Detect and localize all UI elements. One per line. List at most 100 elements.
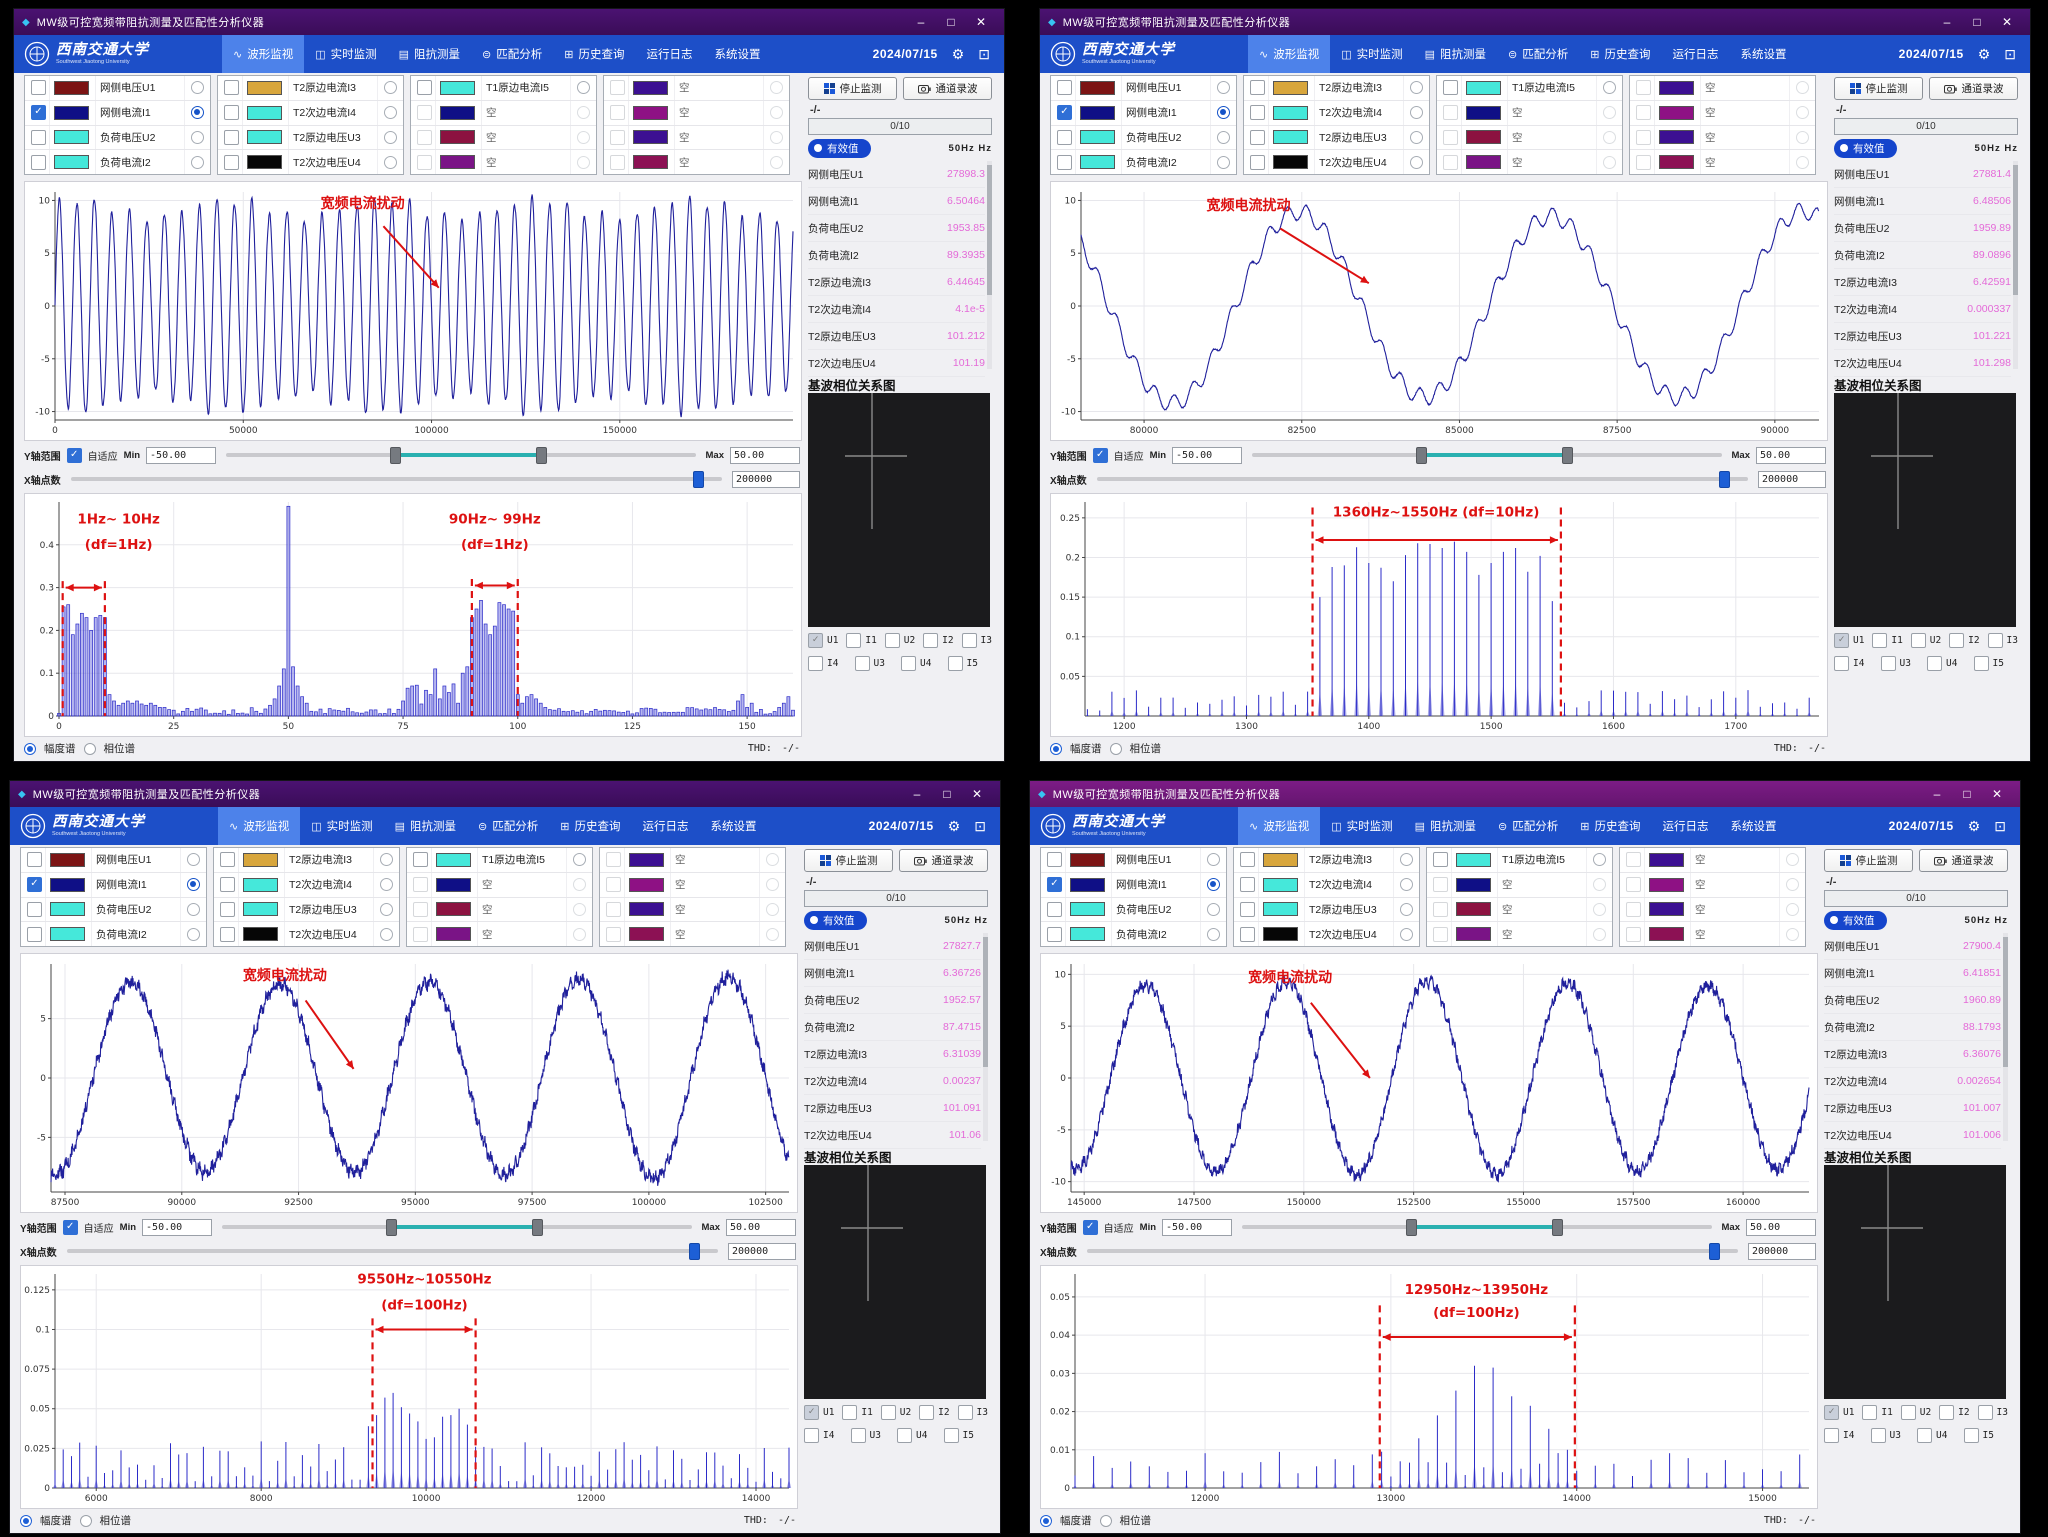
tab-2[interactable]: ◫ 实时监测 <box>1330 35 1413 73</box>
y-range-slider-handle-low[interactable] <box>1406 1219 1418 1236</box>
gear-icon[interactable]: ⚙ <box>1977 45 1991 62</box>
channel-checkbox[interactable] <box>1250 129 1265 145</box>
phase-channel-i3[interactable]: I3 <box>1977 1405 2008 1420</box>
stop-monitor-button[interactable]: 停止监测 <box>804 849 893 872</box>
minimize-button[interactable]: – <box>1933 787 1941 801</box>
y-range-slider-handle-high[interactable] <box>1561 447 1573 464</box>
y-range-slider-handle-high[interactable] <box>1551 1219 1563 1236</box>
channel-checkbox[interactable] <box>220 852 235 868</box>
channel-checkbox[interactable] <box>27 901 42 917</box>
channel-radio[interactable] <box>1217 81 1230 95</box>
close-button[interactable]: ✕ <box>1991 787 2003 801</box>
x-points-slider-handle[interactable] <box>1708 1243 1720 1260</box>
monitor-icon[interactable]: ⊡ <box>2004 45 2016 62</box>
channel-radio[interactable] <box>1207 878 1220 892</box>
phase-channel-i3[interactable]: I3 <box>961 633 992 648</box>
channel-radio[interactable] <box>1217 106 1230 120</box>
phase-checkbox[interactable] <box>884 633 900 648</box>
close-button[interactable]: ✕ <box>2001 15 2013 29</box>
minimize-button[interactable]: – <box>917 15 925 29</box>
channel-checkbox[interactable] <box>27 926 42 942</box>
channel-radio[interactable] <box>573 853 586 867</box>
rms-scrollbar-thumb[interactable] <box>987 165 992 295</box>
phase-checkbox[interactable] <box>1834 656 1849 671</box>
maximize-button[interactable]: □ <box>1963 787 1971 801</box>
channel-radio[interactable] <box>380 902 393 916</box>
channel-checkbox[interactable] <box>220 901 235 917</box>
tab-1[interactable]: ∿ 波形监视 <box>1248 35 1331 73</box>
x-points-slider-handle[interactable] <box>688 1243 700 1260</box>
channel-radio[interactable] <box>191 155 204 169</box>
phase-channel-i3[interactable]: I3 <box>957 1405 988 1420</box>
channel-radio[interactable] <box>1207 927 1220 941</box>
phase-checkbox[interactable] <box>901 656 917 671</box>
phase-channel-i2[interactable]: I2 <box>919 1405 950 1420</box>
phase-channel-i1[interactable]: I1 <box>846 633 877 648</box>
channel-checkbox[interactable] <box>31 129 46 145</box>
phase-checkbox[interactable] <box>923 633 939 648</box>
phase-channel-u3[interactable]: U3 <box>1880 656 1911 671</box>
channel-radio[interactable] <box>380 927 393 941</box>
phase-channel-i5[interactable]: I5 <box>947 656 978 671</box>
rms-scrollbar-thumb[interactable] <box>983 937 988 1067</box>
channel-checkbox[interactable] <box>1250 154 1265 170</box>
phase-checkbox[interactable] <box>1939 1405 1955 1420</box>
monitor-icon[interactable]: ⊡ <box>974 817 986 834</box>
phase-channel-i4[interactable]: I4 <box>808 656 838 671</box>
phase-spectrum-radio[interactable] <box>83 742 96 755</box>
x-points-slider-handle[interactable] <box>1718 471 1730 488</box>
x-points-slider[interactable] <box>1086 1243 1738 1260</box>
adaptive-checkbox[interactable]: ✓ <box>62 1219 78 1235</box>
channel-record-button[interactable]: 通道录波 <box>1929 77 2018 100</box>
tab-5[interactable]: ⊞ 历史查询 <box>1569 807 1651 845</box>
channel-radio[interactable] <box>1593 853 1606 867</box>
tab-6[interactable]: 运行日志 <box>1661 35 1729 73</box>
channel-radio[interactable] <box>187 927 200 941</box>
phase-channel-u1[interactable]: ✓ U1 <box>808 633 838 648</box>
phase-checkbox[interactable] <box>850 1428 866 1443</box>
tab-7[interactable]: 系统设置 <box>1729 35 1797 73</box>
phase-channel-u1[interactable]: ✓ U1 <box>1824 1405 1854 1420</box>
y-range-slider[interactable] <box>1242 1219 1712 1236</box>
phase-checkbox[interactable] <box>808 656 823 671</box>
phase-checkbox[interactable] <box>919 1405 935 1420</box>
phase-checkbox[interactable] <box>880 1405 896 1420</box>
amplitude-spectrum-radio[interactable] <box>1050 742 1062 755</box>
channel-radio[interactable] <box>1400 902 1413 916</box>
channel-radio[interactable] <box>384 130 397 144</box>
channel-checkbox[interactable] <box>31 154 46 170</box>
channel-checkbox[interactable]: ✓ <box>31 105 46 121</box>
amplitude-spectrum-radio[interactable] <box>1040 1514 1052 1527</box>
channel-checkbox[interactable] <box>1047 852 1062 868</box>
phase-channel-u4[interactable]: U4 <box>1917 1428 1947 1443</box>
phase-channel-u1[interactable]: ✓ U1 <box>804 1405 834 1420</box>
channel-radio[interactable] <box>1217 130 1230 144</box>
tab-4[interactable]: ⊜ 匹配分析 <box>467 807 549 845</box>
close-button[interactable]: ✕ <box>971 787 983 801</box>
y-min-input[interactable] <box>1172 446 1243 464</box>
channel-radio[interactable] <box>1410 106 1423 120</box>
phase-channel-u2[interactable]: U2 <box>1910 633 1941 648</box>
channel-record-button[interactable]: 通道录波 <box>899 849 988 872</box>
channel-checkbox[interactable] <box>224 129 239 145</box>
channel-checkbox[interactable] <box>1433 852 1448 868</box>
phase-checkbox[interactable] <box>957 1405 973 1420</box>
channel-record-button[interactable]: 通道录波 <box>1919 849 2008 872</box>
channel-radio[interactable] <box>1603 81 1616 95</box>
phase-checkbox[interactable] <box>854 656 870 671</box>
y-range-slider[interactable] <box>1252 447 1722 464</box>
rms-mode-toggle[interactable]: 有效值 <box>1824 910 1887 930</box>
tab-6[interactable]: 运行日志 <box>1651 807 1719 845</box>
phase-checkbox[interactable]: ✓ <box>1834 633 1849 648</box>
phase-checkbox[interactable] <box>804 1428 819 1443</box>
rms-scrollbar-thumb[interactable] <box>2013 165 2018 295</box>
channel-checkbox[interactable] <box>1240 877 1255 893</box>
phase-checkbox[interactable]: ✓ <box>808 633 823 648</box>
y-range-slider-handle-low[interactable] <box>390 447 402 464</box>
phase-checkbox[interactable] <box>1880 656 1896 671</box>
stop-monitor-button[interactable]: 停止监测 <box>1824 849 1913 872</box>
channel-radio[interactable] <box>1207 902 1220 916</box>
channel-radio[interactable] <box>1410 155 1423 169</box>
tab-3[interactable]: ▤ 阻抗测量 <box>384 807 467 845</box>
phase-channel-u1[interactable]: ✓ U1 <box>1834 633 1864 648</box>
